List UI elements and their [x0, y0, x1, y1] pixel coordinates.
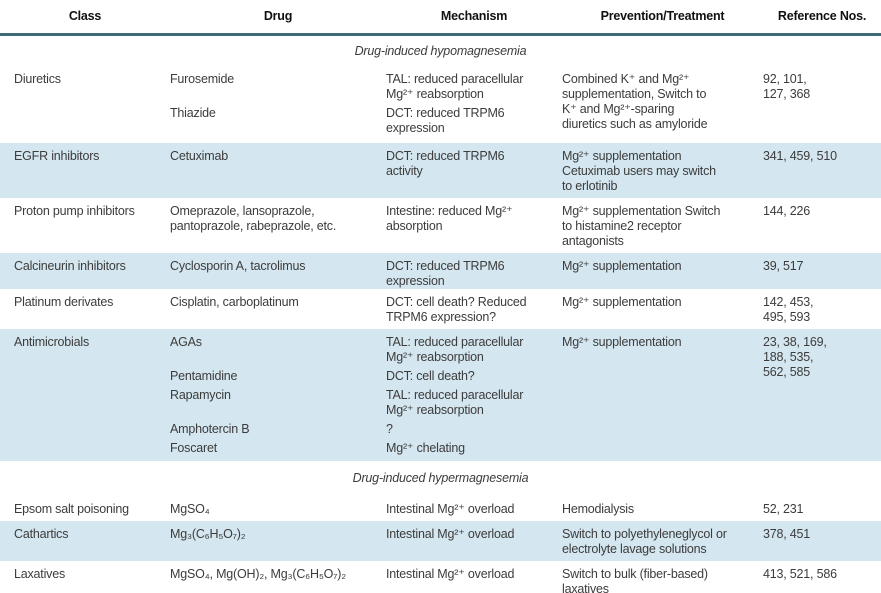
- references-cell: 23, 38, 169, 188, 535, 562, 585: [763, 335, 827, 379]
- column-header-prevention: Prevention/Treatment: [600, 9, 725, 23]
- references-cell: 413, 521, 586: [763, 567, 837, 581]
- column-header-mechanism: Mechanism: [440, 9, 508, 23]
- table-row: EGFR inhibitors Cetuximab DCT: reduced T…: [0, 143, 881, 198]
- mechanism-cell: DCT: reduced TRPM6 activity: [386, 149, 505, 178]
- drug-mechanism-entry: Cyclosporin A, tacrolimus DCT: reduced T…: [170, 259, 562, 289]
- header-rule: [0, 33, 881, 36]
- references-cell: 52, 231: [763, 502, 804, 516]
- drug-cell: Amphotercin B: [170, 422, 250, 436]
- drug-mechanism-entry: MgSO₄ Intestinal Mg²⁺ overload: [170, 502, 562, 517]
- drug-cell: MgSO₄: [170, 502, 210, 516]
- class-cell: EGFR inhibitors: [14, 149, 100, 163]
- references-cell: 341, 459, 510: [763, 149, 837, 163]
- prevention-cell: Hemodialysis: [562, 502, 634, 516]
- prevention-cell: Switch to bulk (fiber-based) laxatives: [562, 567, 708, 593]
- drug-cell: Foscaret: [170, 441, 218, 455]
- drug-cell: MgSO₄, Mg(OH)₂, Mg₃(C₆H₅O₇)₂: [170, 567, 346, 581]
- table-row: Laxatives MgSO₄, Mg(OH)₂, Mg₃(C₆H₅O₇)₂ I…: [0, 561, 881, 593]
- table-row: Cathartics Mg₃(C₆H₅O₇)₂ Intestinal Mg²⁺ …: [0, 521, 881, 561]
- table-row: Antimicrobials AGAs TAL: reduced paracel…: [0, 329, 881, 461]
- drug-cell: Cetuximab: [170, 149, 228, 163]
- mechanism-cell: DCT: cell death?: [386, 369, 475, 383]
- section-title-hypermagnesemia: Drug-induced hypermagnesemia: [352, 471, 529, 485]
- drug-mechanism-entry: AGAs TAL: reduced paracellular Mg²⁺ reab…: [170, 335, 562, 365]
- drug-cell: AGAs: [170, 335, 202, 349]
- drug-mechanism-entry: Thiazide DCT: reduced TRPM6 expression: [170, 106, 562, 136]
- table-row: Platinum derivates Cisplatin, carboplati…: [0, 289, 881, 329]
- drug-mechanism-entry: Cetuximab DCT: reduced TRPM6 activity: [170, 149, 562, 179]
- class-cell: Epsom salt poisoning: [14, 502, 129, 516]
- drug-cell: Thiazide: [170, 106, 216, 120]
- table-row: Proton pump inhibitors Omeprazole, lanso…: [0, 198, 881, 253]
- drug-cell: Omeprazole, lansoprazole, pantoprazole, …: [170, 204, 337, 233]
- mechanism-cell: DCT: cell death? Reduced TRPM6 expressio…: [386, 295, 527, 324]
- class-cell: Antimicrobials: [14, 335, 90, 349]
- drug-mechanism-entry: Mg₃(C₆H₅O₇)₂ Intestinal Mg²⁺ overload: [170, 527, 562, 542]
- drug-cell: Rapamycin: [170, 388, 231, 402]
- table-header-row: Class Drug Mechanism Prevention/Treatmen…: [0, 0, 881, 33]
- mechanism-cell: Intestine: reduced Mg²⁺ absorption: [386, 204, 513, 233]
- drug-mechanism-entry: MgSO₄, Mg(OH)₂, Mg₃(C₆H₅O₇)₂ Intestinal …: [170, 567, 562, 582]
- prevention-cell: Mg²⁺ supplementation: [562, 335, 682, 349]
- mechanism-cell: TAL: reduced paracellular Mg²⁺ reabsorpt…: [386, 335, 524, 364]
- drug-cell: Cisplatin, carboplatinum: [170, 295, 299, 309]
- references-cell: 378, 451: [763, 527, 811, 541]
- drug-mechanism-entry: Furosemide TAL: reduced paracellular Mg²…: [170, 72, 562, 102]
- references-cell: 144, 226: [763, 204, 811, 218]
- prevention-cell: Mg²⁺ supplementation Switch to histamine…: [562, 204, 721, 248]
- prevention-cell: Mg²⁺ supplementation: [562, 295, 682, 309]
- prevention-cell: Switch to polyethyleneglycol or electrol…: [562, 527, 727, 556]
- drug-cell: Mg₃(C₆H₅O₇)₂: [170, 527, 246, 541]
- class-cell: Laxatives: [14, 567, 66, 581]
- drug-mechanism-entry: Cisplatin, carboplatinum DCT: cell death…: [170, 295, 562, 325]
- prevention-cell: Mg²⁺ supplementation: [562, 259, 682, 273]
- mechanism-cell: Intestinal Mg²⁺ overload: [386, 567, 515, 581]
- drug-mechanism-entry: Amphotercin B ?: [170, 422, 562, 437]
- class-cell: Cathartics: [14, 527, 69, 541]
- references-cell: 39, 517: [763, 259, 804, 273]
- mechanism-cell: DCT: reduced TRPM6 expression: [386, 259, 505, 288]
- class-cell: Platinum derivates: [14, 295, 114, 309]
- drug-mechanism-entry: Pentamidine DCT: cell death?: [170, 369, 562, 384]
- references-cell: 142, 453, 495, 593: [763, 295, 814, 324]
- drug-cell: Pentamidine: [170, 369, 238, 383]
- drug-cell: Cyclosporin A, tacrolimus: [170, 259, 306, 273]
- table-row: Diuretics Furosemide TAL: reduced parace…: [0, 66, 881, 143]
- references-cell: 92, 101, 127, 368: [763, 72, 811, 101]
- mechanism-cell: Mg²⁺ chelating: [386, 441, 465, 455]
- prevention-cell: Mg²⁺ supplementation Cetuximab users may…: [562, 149, 716, 193]
- column-header-drug: Drug: [263, 9, 293, 23]
- table-row: Calcineurin inhibitors Cyclosporin A, ta…: [0, 253, 881, 289]
- class-cell: Diuretics: [14, 72, 61, 86]
- column-header-class: Class: [68, 9, 102, 23]
- prevention-cell: Combined K⁺ and Mg²⁺ supplementation, Sw…: [562, 72, 708, 131]
- section-title-hypomagnesemia: Drug-induced hypomagnesemia: [354, 43, 527, 58]
- table-row: Epsom salt poisoning MgSO₄ Intestinal Mg…: [0, 496, 881, 521]
- mechanism-cell: Intestinal Mg²⁺ overload: [386, 527, 515, 541]
- column-header-references: Reference Nos.: [777, 9, 867, 23]
- class-cell: Proton pump inhibitors: [14, 204, 135, 218]
- mechanism-cell: TAL: reduced paracellular Mg²⁺ reabsorpt…: [386, 72, 524, 101]
- drug-mechanism-entry: Foscaret Mg²⁺ chelating: [170, 441, 562, 456]
- class-cell: Calcineurin inhibitors: [14, 259, 126, 273]
- mechanism-cell: DCT: reduced TRPM6 expression: [386, 106, 505, 135]
- mechanism-cell: ?: [386, 422, 393, 436]
- drug-mechanism-entry: Omeprazole, lansoprazole, pantoprazole, …: [170, 204, 562, 234]
- mechanism-cell: TAL: reduced paracellular Mg²⁺ reabsorpt…: [386, 388, 524, 417]
- mechanism-cell: Intestinal Mg²⁺ overload: [386, 502, 515, 516]
- drug-mechanism-entry: Rapamycin TAL: reduced paracellular Mg²⁺…: [170, 388, 562, 418]
- drug-cell: Furosemide: [170, 72, 234, 86]
